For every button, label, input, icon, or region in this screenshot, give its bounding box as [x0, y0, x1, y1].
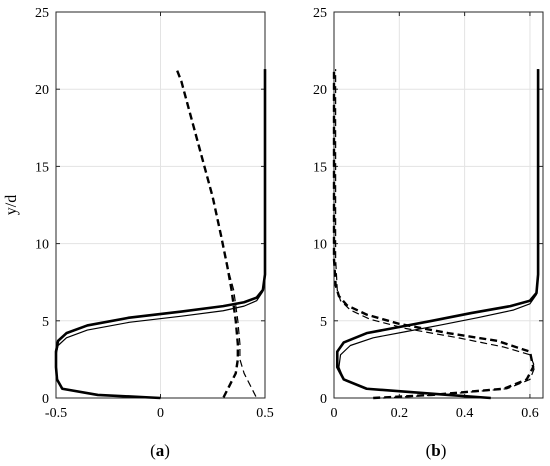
y-tick-label: 15: [313, 160, 327, 175]
y-tick-label: 5: [320, 315, 327, 330]
y-tick-label: 20: [313, 83, 327, 98]
panel-label: (a): [150, 441, 170, 460]
y-tick-label: 25: [35, 6, 49, 21]
y-axis-label: y/d: [3, 195, 20, 215]
y-tick-label: 0: [42, 392, 49, 407]
x-tick-label: 0: [331, 406, 338, 421]
y-tick-label: 10: [313, 238, 327, 253]
y-tick-label: 15: [35, 160, 49, 175]
y-tick-label: 20: [35, 83, 49, 98]
series-line-dashed-thick: [332, 69, 535, 400]
x-tick-label: 0.5: [256, 406, 274, 421]
series-line-dashed-thin: [335, 69, 536, 399]
x-tick-label: -0.5: [45, 406, 67, 421]
x-tick-label: 0: [157, 406, 164, 421]
panel-label: (b): [426, 441, 447, 460]
x-tick-label: 0.6: [521, 406, 539, 421]
x-tick-label: 0.2: [391, 406, 409, 421]
y-tick-label: 25: [313, 6, 327, 21]
x-tick-label: 0.4: [456, 406, 474, 421]
series-line-dashed-thin: [176, 70, 258, 399]
series-line-solid-thin: [338, 69, 539, 399]
series-line-solid-thin: [55, 69, 266, 399]
y-tick-label: 0: [320, 392, 327, 407]
panel-label-letter: b: [431, 441, 440, 460]
panel-b: 0 0.2 0.4 0.6 0 5 10 15 20 25 (b): [313, 6, 544, 460]
panel-label-letter: a: [156, 441, 165, 460]
y-tick-label: 5: [42, 315, 49, 330]
y-tick-label: 10: [35, 238, 49, 253]
